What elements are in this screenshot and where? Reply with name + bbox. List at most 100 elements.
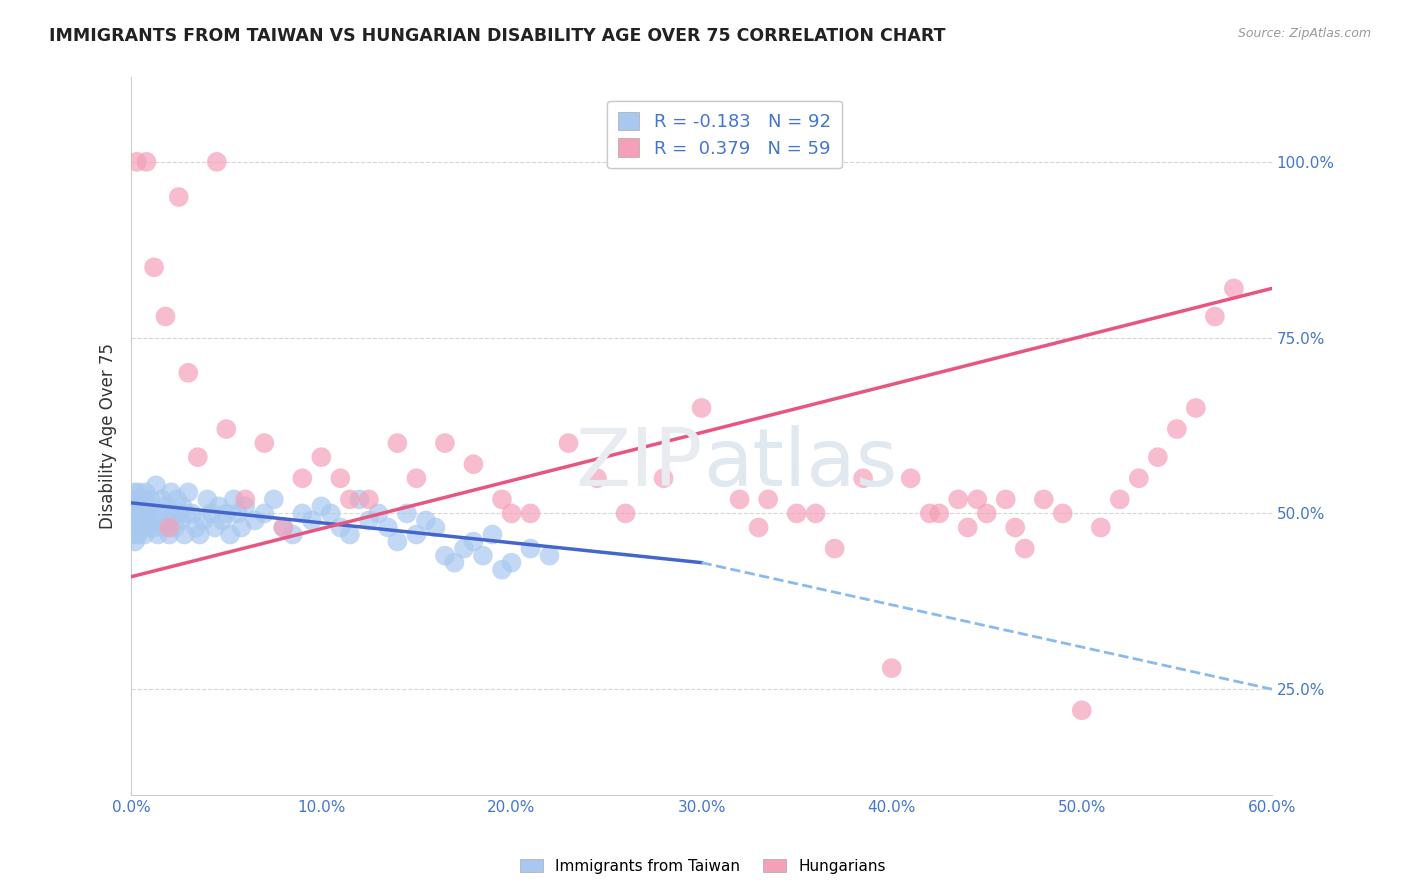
Point — [880, 661, 903, 675]
Point — [329, 471, 352, 485]
Point — [253, 436, 276, 450]
Point — [156, 513, 179, 527]
Point — [149, 507, 172, 521]
Point — [1070, 703, 1092, 717]
Point — [319, 507, 342, 521]
Point — [1223, 281, 1246, 295]
Point — [222, 492, 245, 507]
Point — [291, 507, 314, 521]
Point — [824, 541, 846, 556]
Point — [160, 485, 183, 500]
Point — [125, 520, 148, 534]
Point — [614, 507, 637, 521]
Point — [188, 527, 211, 541]
Point — [176, 507, 198, 521]
Point — [167, 190, 190, 204]
Point — [172, 500, 194, 514]
Point — [125, 507, 148, 521]
Point — [728, 492, 751, 507]
Point — [263, 492, 285, 507]
Point — [136, 520, 159, 534]
Point — [141, 507, 163, 521]
Point — [329, 520, 352, 534]
Point — [928, 507, 950, 521]
Point — [1032, 492, 1054, 507]
Point — [756, 492, 779, 507]
Point — [128, 507, 150, 521]
Point — [1166, 422, 1188, 436]
Point — [1108, 492, 1130, 507]
Point — [139, 492, 162, 507]
Point — [204, 520, 226, 534]
Point — [231, 520, 253, 534]
Point — [538, 549, 561, 563]
Point — [124, 534, 146, 549]
Text: atlas: atlas — [703, 425, 897, 503]
Point — [1014, 541, 1036, 556]
Point — [187, 450, 209, 465]
Point — [690, 401, 713, 415]
Point — [132, 492, 155, 507]
Point — [124, 500, 146, 514]
Point — [145, 478, 167, 492]
Point — [273, 520, 295, 534]
Point — [405, 527, 427, 541]
Point — [157, 527, 180, 541]
Point — [273, 520, 295, 534]
Point — [146, 527, 169, 541]
Y-axis label: Disability Age Over 75: Disability Age Over 75 — [100, 343, 117, 529]
Point — [491, 492, 513, 507]
Point — [395, 507, 418, 521]
Point — [219, 527, 242, 541]
Point — [425, 520, 447, 534]
Point — [135, 507, 157, 521]
Point — [134, 485, 156, 500]
Point — [291, 471, 314, 485]
Point — [131, 513, 153, 527]
Point — [138, 500, 160, 514]
Point — [557, 436, 579, 450]
Point — [367, 507, 389, 521]
Point — [143, 260, 166, 275]
Point — [748, 520, 770, 534]
Point — [121, 507, 143, 521]
Point — [195, 492, 218, 507]
Point — [349, 492, 371, 507]
Point — [501, 507, 523, 521]
Point — [852, 471, 875, 485]
Point — [586, 471, 609, 485]
Point — [162, 507, 184, 521]
Point — [471, 549, 494, 563]
Point — [170, 513, 193, 527]
Point — [994, 492, 1017, 507]
Point — [357, 492, 380, 507]
Point — [1128, 471, 1150, 485]
Point — [463, 534, 485, 549]
Point — [173, 527, 195, 541]
Point — [804, 507, 827, 521]
Point — [233, 492, 256, 507]
Point — [377, 520, 399, 534]
Legend: R = -0.183   N = 92, R =  0.379   N = 59: R = -0.183 N = 92, R = 0.379 N = 59 — [607, 101, 842, 169]
Point — [129, 500, 152, 514]
Point — [956, 520, 979, 534]
Point — [900, 471, 922, 485]
Point — [122, 507, 145, 521]
Point — [184, 520, 207, 534]
Point — [122, 492, 145, 507]
Point — [1052, 507, 1074, 521]
Point — [433, 436, 456, 450]
Text: Source: ZipAtlas.com: Source: ZipAtlas.com — [1237, 27, 1371, 40]
Point — [786, 507, 808, 521]
Point — [122, 527, 145, 541]
Point — [121, 520, 143, 534]
Point — [519, 541, 541, 556]
Point — [976, 507, 998, 521]
Point — [387, 436, 409, 450]
Point — [155, 310, 177, 324]
Point — [463, 457, 485, 471]
Point — [177, 485, 200, 500]
Point — [208, 500, 231, 514]
Point — [1146, 450, 1168, 465]
Point — [652, 471, 675, 485]
